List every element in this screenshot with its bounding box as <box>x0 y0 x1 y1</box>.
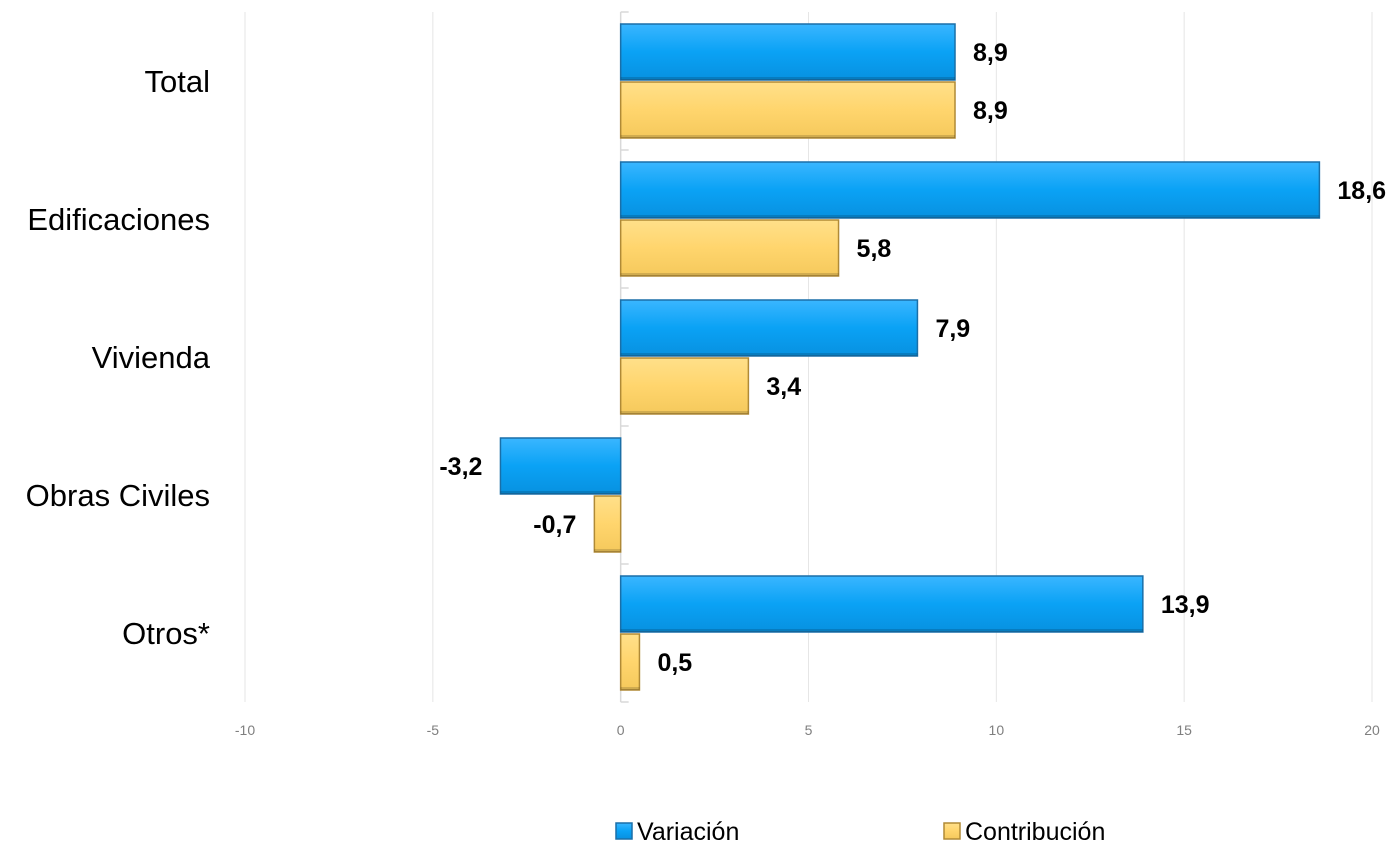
bar-contribución <box>593 495 622 553</box>
legend: Variación Contribución <box>615 818 1105 844</box>
bar-shadow <box>620 215 1320 218</box>
data-label: -3,2 <box>439 453 482 481</box>
bar-shadow <box>594 549 621 552</box>
bar-contribución <box>619 357 750 415</box>
bars <box>499 23 1321 691</box>
bar-variación <box>619 299 919 357</box>
bar-variación <box>619 575 1144 633</box>
bar-contribución <box>619 81 956 139</box>
category-label: Total <box>145 64 210 99</box>
bar-shadow <box>620 687 640 690</box>
bar-variación <box>499 437 622 495</box>
bar-variación <box>619 23 956 81</box>
bar-variación <box>619 161 1321 219</box>
legend-label: Contribución <box>965 818 1105 844</box>
legend-swatch-variación <box>615 822 633 840</box>
x-tick-labels: -10 -5 0 5 10 15 20 <box>235 722 1380 738</box>
data-label: 0,5 <box>657 649 692 677</box>
x-tick-label: -5 <box>427 722 440 738</box>
legend-swatch-contribución <box>943 822 961 840</box>
category-label: Otros* <box>122 616 210 651</box>
bar-shadow <box>620 629 1143 632</box>
bar-shadow <box>620 353 918 356</box>
bar-shadow <box>620 77 956 80</box>
x-tick-label: 20 <box>1364 722 1380 738</box>
category-label: Vivienda <box>92 340 211 375</box>
category-label: Edificaciones <box>27 202 210 237</box>
bar-shadow <box>620 411 749 414</box>
data-label: -0,7 <box>533 511 576 539</box>
bar-shadow <box>620 135 956 138</box>
data-label: 13,9 <box>1161 591 1210 619</box>
data-label: 8,9 <box>973 39 1008 67</box>
x-tick-label: 5 <box>805 722 813 738</box>
x-tick-label: 15 <box>1176 722 1192 738</box>
data-label: 5,8 <box>857 235 892 263</box>
bar-shadow <box>500 491 621 494</box>
data-label: 18,6 <box>1337 177 1386 205</box>
x-tick-label: 0 <box>617 722 625 738</box>
bar-contribución <box>619 219 840 277</box>
data-labels: 8,9 8,9 18,6 5,8 7,9 3,4 -3,2 -0,7 13,9 0,5 <box>439 39 1386 677</box>
x-tick-label: 10 <box>989 722 1005 738</box>
bar-contribución <box>619 633 641 691</box>
data-label: 3,4 <box>766 373 801 401</box>
x-tick-label: -10 <box>235 722 255 738</box>
data-label: 7,9 <box>935 315 970 343</box>
data-label: 8,9 <box>973 97 1008 125</box>
legend-label: Variación <box>637 818 739 844</box>
category-label: Obras Civiles <box>26 478 210 513</box>
category-labels: Total Edificaciones Vivienda Obras Civiles O… <box>26 64 211 651</box>
bar-shadow <box>620 273 839 276</box>
